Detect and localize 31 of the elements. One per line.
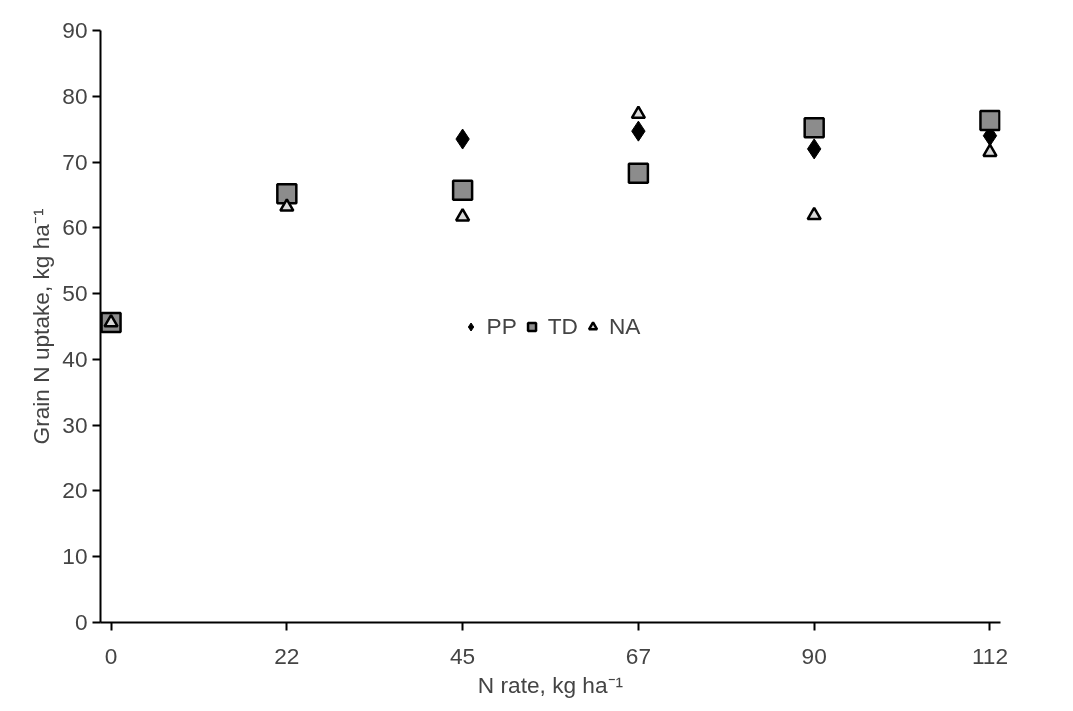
point <box>276 182 298 205</box>
point <box>279 198 295 212</box>
x-tick-label: 22 <box>274 642 300 669</box>
x-tick-label: 45 <box>450 642 476 669</box>
point <box>451 179 474 202</box>
point <box>454 207 471 222</box>
y-tick-label: 30 <box>62 411 88 438</box>
x-axis-title: N rate, kg ha⁻¹ <box>477 671 624 698</box>
y-tick-label: 60 <box>62 214 88 241</box>
y-tick-label: 80 <box>62 82 88 109</box>
y-tick-label: 40 <box>62 345 88 372</box>
point <box>979 109 1001 132</box>
y-axis-title: Grain N uptake, kg ha⁻¹ <box>28 208 55 445</box>
point <box>630 105 647 120</box>
x-tick-label: 67 <box>625 642 651 669</box>
y-tick-label: 20 <box>62 477 88 504</box>
point <box>982 143 998 158</box>
y-tick-label: 10 <box>62 543 88 570</box>
x-tick-label: 112 <box>971 642 1009 669</box>
y-tick-label: 70 <box>62 148 88 175</box>
point <box>806 206 822 221</box>
legend-label: PP <box>486 312 517 340</box>
x-tick-label: 0 <box>104 642 118 669</box>
legend-label: TD <box>547 312 578 340</box>
point <box>803 117 825 139</box>
y-tick-label: 90 <box>62 17 88 43</box>
y-tick-label: 0 <box>74 609 88 635</box>
point <box>627 162 650 184</box>
x-tick-label: 90 <box>801 642 827 669</box>
y-tick-label: 50 <box>62 280 88 307</box>
legend-label: NA <box>608 312 641 340</box>
